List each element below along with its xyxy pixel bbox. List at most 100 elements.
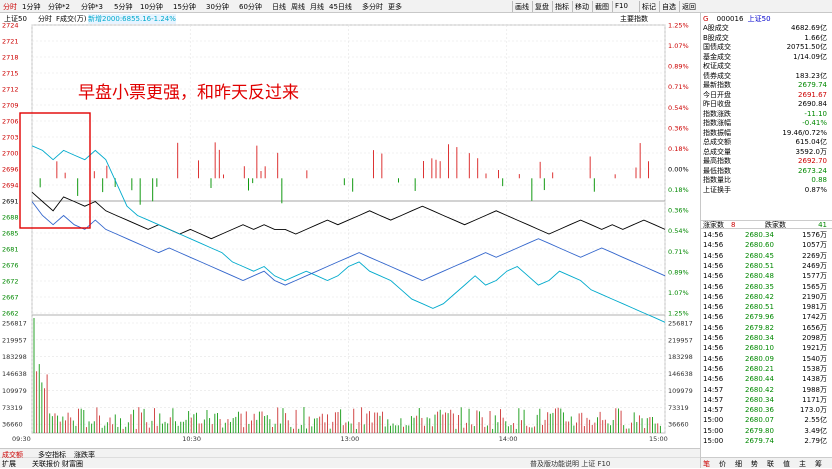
period-tab-2[interactable]: 分钟*2 [48,3,70,11]
price-tick-label: 2685 [2,230,19,238]
tick-row: 15:00 2680.07 2.55亿 [701,416,832,425]
pct-tick-label: 1.07% [668,289,689,297]
period-tab-7[interactable]: 30分钟 [206,3,229,11]
up-count: 8 [731,221,736,229]
tab-turnover[interactable]: F成交(万) [56,15,87,23]
tick-time: 14:56 [703,282,724,291]
period-tab-9[interactable]: 日线 [272,3,286,11]
panel-tab-2[interactable]: 细 [735,460,742,468]
tick-price: 2680.51 [745,261,774,270]
tool-button-0[interactable]: 画线 [512,1,531,12]
period-tab-6[interactable]: 15分钟 [173,3,196,11]
tool-button-8[interactable]: 返回 [679,1,698,12]
tool-button-3[interactable]: 移动 [572,1,591,12]
period-tab-14[interactable]: 更多 [388,3,402,11]
extension-tab-0[interactable]: 扩展 [2,460,16,468]
tool-button-5[interactable]: F10 [612,1,630,12]
tick-row: 14:56 2680.51 2469万 [701,262,832,271]
price-tick-label: 2721 [2,38,19,46]
time-tick-label: 10:30 [182,435,201,443]
tool-button-2[interactable]: 指标 [552,1,571,12]
period-tab-8[interactable]: 60分钟 [239,3,262,11]
up-count-label: 涨家数 [703,221,724,229]
panel-tab-5[interactable]: 值 [783,460,790,468]
extension-tab-2[interactable]: 财富圈 [62,460,83,468]
volume-tick-label: 146638 [2,370,27,378]
panel-tab-1[interactable]: 价 [719,460,726,468]
stat-row: 总成交额 615.04亿 [701,138,832,147]
down-count: 41 [818,221,827,229]
stat-value: 2673.24 [798,166,827,175]
period-tab-4[interactable]: 5分钟 [114,3,133,11]
stat-row: A股成交 4682.69亿 [701,24,832,33]
stat-row: 基金成交 1/14.09亿 [701,53,832,62]
panel-tab-3[interactable]: 势 [751,460,758,468]
period-tab-1[interactable]: 1分钟 [22,3,41,11]
volume-tick-label: 183298 [2,353,27,361]
volume-tick-label: 73319 [2,404,23,412]
panel-tab-4[interactable]: 联 [767,460,774,468]
pct-tick-label: 1.25% [668,310,689,318]
stat-label: 总成交额 [703,138,731,146]
stat-label: 债券成交 [703,71,731,80]
time-tick-label: 14:00 [499,435,518,443]
function-help-link[interactable]: 普及版功能说明 上证 F10 [530,460,611,468]
tick-amount: 2.55亿 [804,416,827,425]
tick-time: 14:56 [703,375,724,384]
extension-tab-1[interactable]: 关联报价 [32,460,60,468]
tool-button-1[interactable]: 复盘 [532,1,551,12]
period-tab-12[interactable]: 45日线 [329,3,352,11]
tool-button-4[interactable]: 截图 [592,1,611,12]
tick-price: 2680.51 [745,303,774,312]
tick-amount: 1540万 [802,354,827,363]
tick-row: 14:57 2680.34 1171万 [701,396,832,405]
stat-label: 指数量比 [703,176,731,184]
tick-time: 14:56 [703,313,724,322]
stat-row: 最新指数 2679.74 [701,81,832,90]
indicator-tab-1[interactable]: 多空指标 [38,451,66,459]
indicator-tab-2[interactable]: 涨跌率 [74,451,95,459]
stat-label: A股成交 [703,24,729,32]
tab-timeshare[interactable]: 分时 [38,15,52,23]
panel-tab-7[interactable]: 筹 [815,460,822,468]
tick-time: 14:56 [703,292,724,301]
tick-price: 2680.42 [745,292,774,301]
tick-time: 14:56 [703,261,724,270]
period-tab-0[interactable]: 分时 [3,3,17,11]
volume-tick-label-right: 109979 [668,387,693,395]
period-tab-13[interactable]: 多分时 [362,3,383,11]
panel-g-icon: G [703,15,709,23]
tick-amount: 3.49亿 [804,426,827,435]
index-code: 000016 [716,15,744,23]
volume-tick-label-right: 183298 [668,353,693,361]
indicator-tab-0[interactable]: 成交额 [2,451,23,459]
tick-row: 14:56 2680.34 2098万 [701,334,832,343]
panel-tab-6[interactable]: 主 [799,460,806,468]
stat-label: B股成交 [703,33,729,42]
tick-amount: 1538万 [802,364,827,373]
period-tab-5[interactable]: 10分钟 [140,3,163,11]
period-tab-10[interactable]: 周线 [291,3,305,11]
main-index-label[interactable]: 主要指数 [620,15,648,23]
tick-price: 2680.48 [745,272,774,281]
intraday-chart[interactable]: 2724 2721 2718 2715 2712 2709 2706 2703 2700 2696… [0,22,700,444]
stat-value: 2692.70 [798,157,827,165]
quote-panel: G 000016 上证50 A股成交 4682.69亿 B股成交 1.66亿 国债成交 2… [700,13,832,468]
stat-row: 最高指数 2692.70 [701,157,832,166]
panel-tab-0[interactable]: 笔 [703,460,710,468]
tick-row: 14:57 2680.42 1988万 [701,386,832,395]
stat-value: 2679.74 [798,81,827,89]
tick-amount: 1981万 [802,303,827,312]
tool-button-7[interactable]: 自选 [659,1,678,12]
tick-amount: 1171万 [802,395,827,404]
stat-value: -0.41% [802,119,827,127]
tick-price: 2680.36 [745,406,774,415]
tick-row: 14:56 2679.96 1742万 [701,313,832,322]
period-tab-11[interactable]: 月线 [310,3,324,11]
period-tab-3[interactable]: 分钟*3 [81,3,103,11]
tool-button-6[interactable]: 标记 [639,1,658,12]
down-count-label: 跌家数 [765,221,786,229]
price-tick-label: 2676 [2,262,19,270]
price-tick-label: 2703 [2,134,19,142]
tick-price: 2680.10 [745,344,774,353]
